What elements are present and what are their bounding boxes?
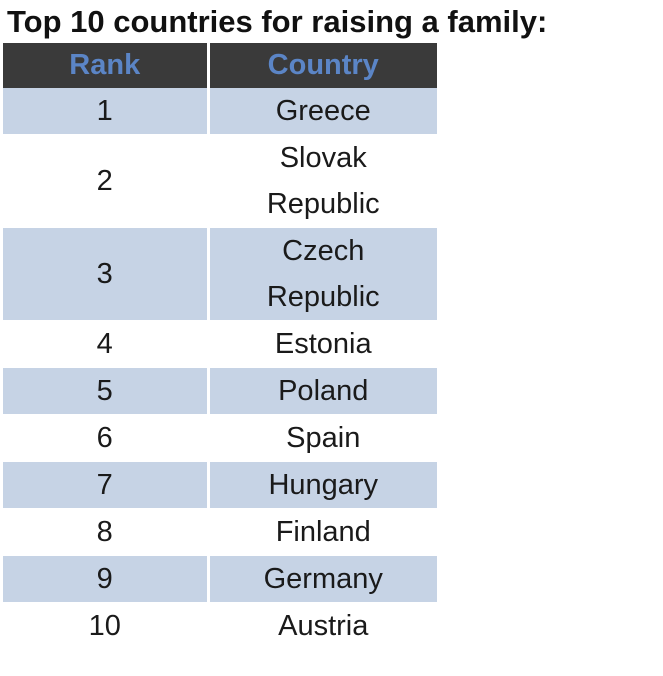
country-cell: Poland	[208, 367, 437, 415]
rank-cell: 5	[3, 367, 210, 415]
rank-cell: 8	[3, 508, 210, 556]
country-cell: Spain	[208, 414, 437, 462]
header-row: Rank Country	[3, 43, 437, 88]
table-title: Top 10 countries for raising a family:	[7, 4, 548, 39]
column-header-rank: Rank	[3, 43, 210, 88]
table-row: 1 Greece	[3, 88, 437, 135]
country-cell: Estonia	[208, 320, 437, 368]
table-body: 1 Greece 2 Slovak Republic 3 Czech Republic 4 E…	[3, 88, 437, 650]
country-cell: Austria	[208, 602, 437, 650]
country-cell: Hungary	[208, 461, 437, 509]
table-row: 3 Czech Republic	[3, 227, 437, 321]
rank-cell: 1	[3, 88, 210, 135]
rank-cell: 2	[3, 134, 210, 228]
country-cell: Finland	[208, 508, 437, 556]
table-row: 9 Germany	[3, 555, 437, 603]
rank-cell: 7	[3, 461, 210, 509]
table-row: 10 Austria	[3, 602, 437, 650]
table-header: Rank Country	[3, 43, 437, 88]
country-cell: Slovak Republic	[208, 134, 437, 228]
table-row: 8 Finland	[3, 508, 437, 556]
table-row: 2 Slovak Republic	[3, 134, 437, 228]
column-header-country: Country	[208, 43, 437, 88]
rank-cell: 9	[3, 555, 210, 603]
rank-cell: 6	[3, 414, 210, 462]
rank-cell: 10	[3, 602, 210, 650]
table-row: 6 Spain	[3, 414, 437, 462]
table-row: 7 Hungary	[3, 461, 437, 509]
country-cell: Czech Republic	[208, 227, 437, 321]
country-cell: Greece	[208, 88, 437, 135]
rank-cell: 3	[3, 227, 210, 321]
country-cell: Germany	[208, 555, 437, 603]
table-row: 4 Estonia	[3, 320, 437, 368]
rank-cell: 4	[3, 320, 210, 368]
ranking-table: Rank Country 1 Greece 2 Slovak Republic 3 Cze…	[3, 43, 437, 650]
table-row: 5 Poland	[3, 367, 437, 415]
